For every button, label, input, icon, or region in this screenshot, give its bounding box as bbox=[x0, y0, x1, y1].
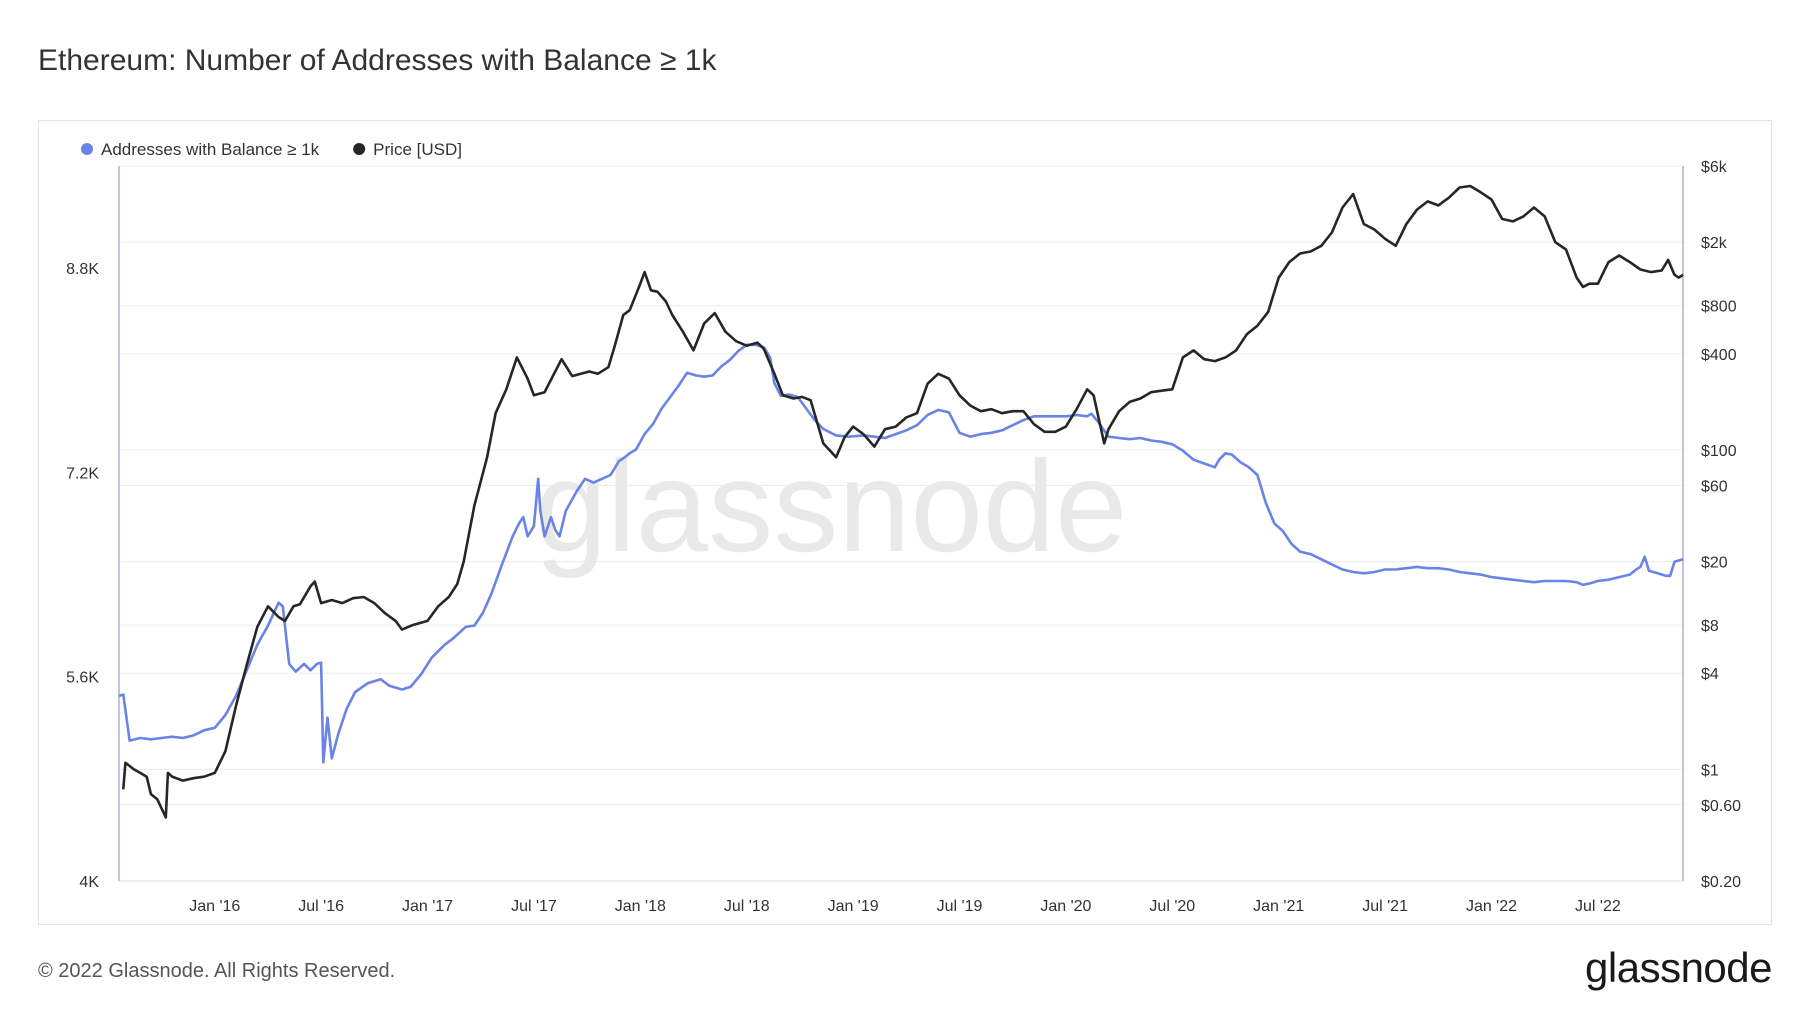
y-right-tick-label: $800 bbox=[1701, 299, 1737, 316]
y-right-tick-label: $0.60 bbox=[1701, 798, 1741, 815]
y-right-tick-label: $4 bbox=[1701, 666, 1719, 683]
y-right-tick-label: $20 bbox=[1701, 555, 1728, 572]
watermark: glassnode bbox=[535, 433, 1128, 579]
axes: Jan '16 Jul '16 Jan '17 Jul '17 Jan '18 Jul '… bbox=[66, 159, 1741, 915]
y-right-tick-label: $400 bbox=[1701, 347, 1737, 364]
x-tick-label: Jan '18 bbox=[615, 898, 666, 915]
x-tick-label: Jan '17 bbox=[402, 898, 453, 915]
x-tick-label: Jul '18 bbox=[724, 898, 770, 915]
legend-label-addresses: Addresses with Balance ≥ 1k bbox=[101, 140, 320, 159]
legend: Addresses with Balance ≥ 1k Price [USD] bbox=[81, 140, 462, 159]
x-tick-label: Jul '20 bbox=[1149, 898, 1195, 915]
x-tick-label: Jul '19 bbox=[937, 898, 983, 915]
x-tick-label: Jul '17 bbox=[511, 898, 557, 915]
y-left-tick-label: 8.8K bbox=[66, 261, 99, 278]
x-tick-label: Jan '16 bbox=[189, 898, 240, 915]
x-tick-label: Jul '22 bbox=[1575, 898, 1621, 915]
y-right-tick-label: $100 bbox=[1701, 443, 1737, 460]
x-tick-label: Jan '21 bbox=[1253, 898, 1304, 915]
y-right-tick-label: $8 bbox=[1701, 618, 1719, 635]
series-lines bbox=[118, 184, 1684, 819]
x-tick-label: Jul '16 bbox=[298, 898, 344, 915]
legend-marker-price bbox=[353, 143, 366, 155]
chart-title: Ethereum: Number of Addresses with Balan… bbox=[38, 44, 717, 77]
y-left-tick-label: 4K bbox=[79, 874, 99, 891]
addresses-series-line bbox=[118, 343, 1684, 764]
y-right-tick-label: $0.20 bbox=[1701, 874, 1741, 891]
x-tick-label: Jan '19 bbox=[828, 898, 879, 915]
y-right-tick-label: $60 bbox=[1701, 478, 1728, 495]
chart-canvas[interactable]: glassnode Jan '16 Jul '16 Jan '17 Jul '17 Ja… bbox=[39, 121, 1773, 926]
y-left-tick-label: 5.6K bbox=[66, 670, 99, 687]
chart-panel: glassnode Jan '16 Jul '16 Jan '17 Jul '17 Ja… bbox=[38, 120, 1772, 925]
x-tick-label: Jul '21 bbox=[1362, 898, 1408, 915]
legend-marker-addresses bbox=[81, 143, 93, 155]
y-right-tick-label: $2k bbox=[1701, 235, 1728, 252]
y-right-tick-label: $1 bbox=[1701, 762, 1719, 779]
copyright-footer: © 2022 Glassnode. All Rights Reserved. bbox=[38, 960, 396, 982]
price-series-line bbox=[122, 184, 1684, 819]
y-left-tick-label: 7.2K bbox=[66, 465, 99, 482]
x-tick-label: Jan '22 bbox=[1466, 898, 1517, 915]
x-tick-label: Jan '20 bbox=[1040, 898, 1091, 915]
legend-label-price: Price [USD] bbox=[373, 140, 462, 159]
y-right-tick-label: $6k bbox=[1701, 159, 1728, 176]
glassnode-logo: glassnode bbox=[1585, 944, 1772, 991]
grid-lines bbox=[119, 165, 1683, 882]
